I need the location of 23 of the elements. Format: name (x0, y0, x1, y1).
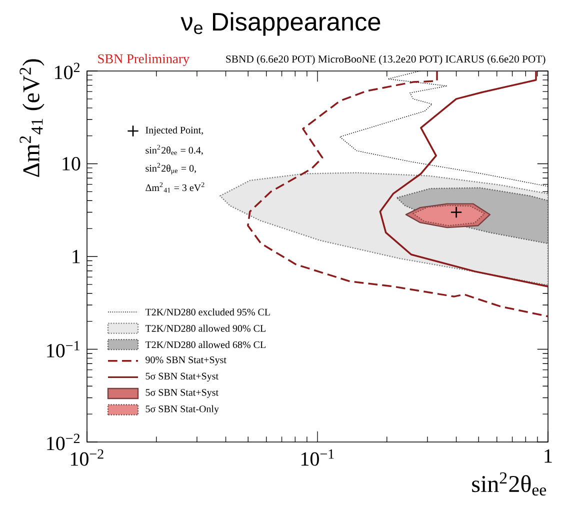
legend-label: 5σ SBN Stat+Syst (146, 389, 218, 398)
legend-label: 5σ SBN Stat-Only (146, 405, 219, 414)
text: SBN Preliminary (98, 54, 190, 66)
y-tick-label: 10 (62, 156, 80, 170)
x-axis-title: sin$^{2}$2θ$_{ee}$ (472, 472, 546, 496)
x-tick-label: 1 (544, 449, 552, 463)
legend-label: 5σ SBN Stat+Syst (146, 372, 218, 382)
annotation: sin$^{2}$2θ$_{ee}$ = 0.4, (146, 144, 203, 156)
legend-label: T2K/ND280 allowed 90% CL (145, 324, 266, 332)
legend-label: T2K/ND280 excluded 95% CL (145, 308, 270, 316)
text: SBND (6.6e20 POT) MicroBooNE (13.2e20 POT) ICARUS (6.6e20 POT) (226, 55, 546, 65)
legend-label: Injected Point, (146, 126, 203, 136)
y-tick-label: 1 (72, 250, 80, 264)
x-tick-label: 10$^{−1}$ (301, 449, 334, 466)
annotation: Δm$^{2}$$_{41}$ = 3 eV$^{2}$ (146, 182, 204, 192)
legend-label: T2K/ND280 allowed 68% CL (145, 341, 266, 348)
y-axis-title: Δm$^{2}$$_{41}$ (eV$^{2}$) (20, 59, 44, 177)
annotation: sin$^{2}$2θ$_{μe}$ = 0, (146, 162, 196, 174)
y-tick-label: 10$^{−1}$ (47, 341, 80, 358)
y-tick-label: 10$^{2}$ (55, 62, 80, 80)
legend-label: 90% SBN Stat+Syst (146, 356, 226, 366)
y-tick-label: 10$^{−2}$ (47, 434, 80, 450)
chart-title: ν$_{e}$ Disappearance (180, 12, 380, 36)
